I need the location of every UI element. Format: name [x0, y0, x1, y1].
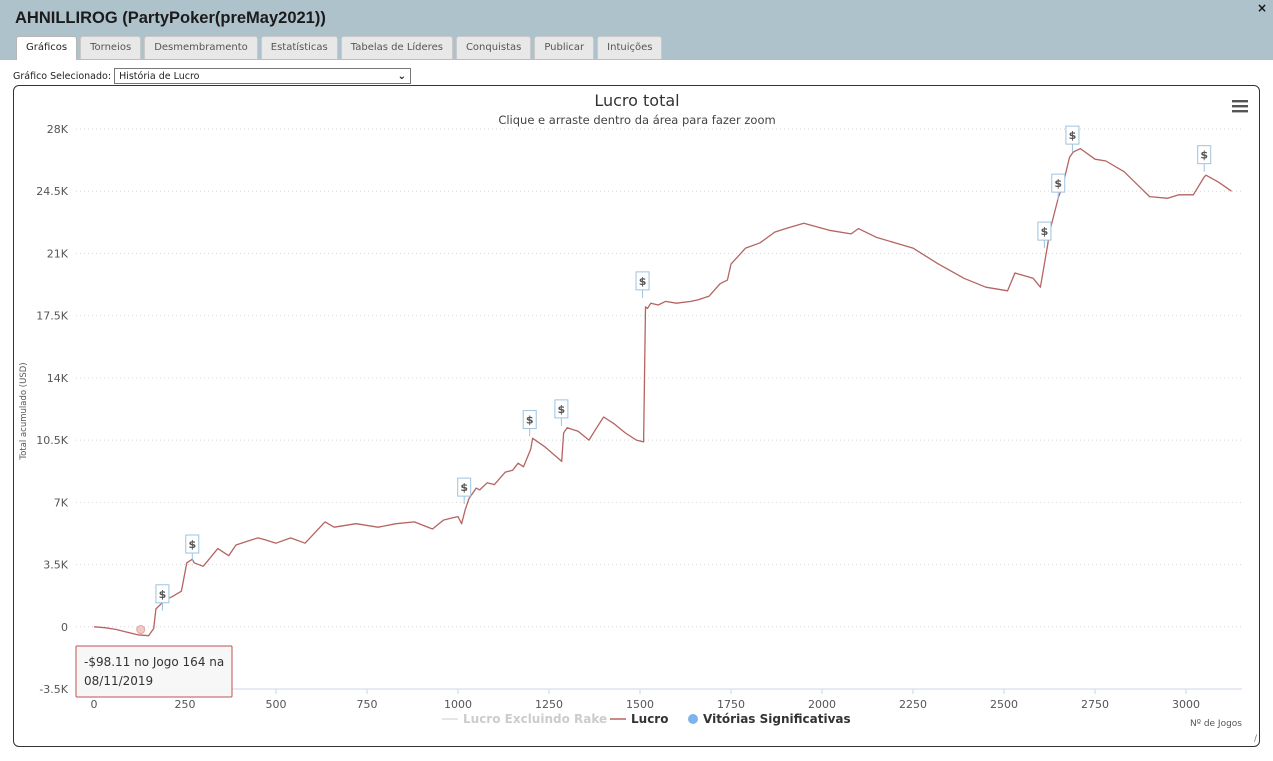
flag-symbol: $ [639, 275, 647, 288]
hover-point [136, 625, 146, 635]
significant-win-flag: $ [554, 399, 569, 426]
significant-win-flag: $ [522, 410, 537, 437]
significant-win-flag: $ [457, 477, 472, 505]
x-tick-label: 1250 [535, 698, 563, 711]
legend-dot-symbol [688, 714, 698, 724]
tab-intuicoes[interactable]: Intuições [597, 36, 663, 59]
y-tick-label: 17.5K [36, 310, 68, 323]
legend-item: Lucro [610, 712, 668, 726]
legend: Lucro Excluindo Rake Lucro Vitórias Signif… [442, 712, 851, 726]
tab-bar: Gráficos Torneios Desmembramento Estatís… [16, 36, 665, 60]
x-tick-label: 250 [175, 698, 196, 711]
x-tick-label: 500 [266, 698, 287, 711]
flag-box [1051, 173, 1066, 193]
x-tick-label: 1000 [444, 698, 472, 711]
chart-container[interactable]: -3.5K 0 3.5K 7K 10.5K 14K 17.5K 21K 24.5K 28K 0 250… [13, 85, 1260, 747]
legend-item: Vitórias Significativas [688, 712, 851, 726]
y-tick-label: -3.5K [39, 683, 68, 696]
grid-lines [76, 128, 1242, 628]
chevron-down-icon: ⌄ [397, 70, 407, 82]
resize-handle-icon[interactable]: ∕ [1253, 734, 1257, 744]
y-tick-label: 3.5K [43, 559, 68, 572]
legend-label: Lucro [631, 712, 668, 726]
chart-text: Lucro total Clique e arraste dentro da á… [19, 91, 1242, 729]
flag-symbol: $ [460, 481, 468, 494]
tab-desmembramento[interactable]: Desmembramento [144, 36, 258, 59]
flag-symbol: $ [526, 414, 534, 427]
flag-box [155, 584, 170, 604]
significant-win-flag: $ [1197, 145, 1212, 172]
tab-torneios[interactable]: Torneios [80, 36, 142, 59]
flag-symbol: $ [1069, 129, 1077, 142]
chart-select-value: História de Lucro [119, 70, 200, 82]
x-tick-label: 2000 [808, 698, 836, 711]
close-icon[interactable]: × [1256, 1, 1267, 15]
x-tick-label: 0 [91, 698, 98, 711]
tooltip-line-2: 08/11/2019 [84, 674, 153, 688]
significant-win-flag: $ [1037, 221, 1052, 249]
tab-conquistas[interactable]: Conquistas [455, 36, 532, 59]
flag-box [1197, 145, 1212, 165]
chart-subtitle: Clique e arraste dentro da área para faz… [498, 113, 775, 127]
tab-tabelas-de-lideres[interactable]: Tabelas de Líderes [340, 36, 453, 59]
flag-box [522, 410, 537, 430]
chart-selector-row: Gráfico Selecionado: História de Lucro ⌄ [13, 68, 412, 84]
flag-box [457, 477, 472, 497]
x-tick-label: 2500 [990, 698, 1018, 711]
significant-win-flag: $ [185, 534, 200, 561]
profit-chart[interactable]: -3.5K 0 3.5K 7K 10.5K 14K 17.5K 21K 24.5K 28K 0 250… [14, 86, 1259, 746]
profit-series-line [93, 147, 1232, 637]
axes: -3.5K 0 3.5K 7K 10.5K 14K 17.5K 21K 24.5K 28K 0 250… [36, 123, 1242, 711]
flag-symbol: $ [1041, 225, 1049, 238]
x-tick-label: 1500 [626, 698, 654, 711]
flag-box [1065, 125, 1080, 145]
significant-win-flag: $ [1065, 125, 1080, 153]
tab-publicar[interactable]: Publicar [534, 36, 595, 59]
flag-box [554, 399, 569, 419]
chart-title: Lucro total [594, 91, 679, 110]
flag-box [635, 271, 650, 291]
chart-select[interactable]: História de Lucro ⌄ [114, 68, 412, 84]
y-tick-label: 7K [54, 496, 69, 509]
y-tick-label: 28K [47, 123, 69, 136]
y-tick-label: 14K [47, 372, 69, 385]
flag-symbol: $ [188, 538, 196, 551]
flag-symbol: $ [159, 588, 167, 601]
tooltip-line-1: -$98.11 no Jogo 164 na [84, 655, 224, 669]
x-tick-label: 3000 [1172, 698, 1200, 711]
y-tick-label: 10.5K [36, 434, 68, 447]
tooltip-box [75, 645, 233, 698]
y-tick-label: 0 [61, 621, 68, 634]
flag-symbol: $ [558, 403, 566, 416]
window-header: AHNILLIROG (PartyPoker(preMay2021)) × Gr… [0, 0, 1273, 60]
y-axis-title: Total acumulado (USD) [19, 362, 29, 460]
x-tick-label: 2250 [899, 698, 927, 711]
y-tick-label: 24.5K [36, 185, 68, 198]
flag-symbol: $ [1054, 177, 1062, 190]
series [93, 147, 1232, 637]
tab-estatisticas[interactable]: Estatísticas [260, 36, 338, 59]
flag-box [185, 534, 200, 554]
legend-label: Lucro Excluindo Rake [463, 712, 607, 726]
significant-win-flag: $ [155, 584, 170, 611]
x-tick-label: 750 [357, 698, 378, 711]
flag-symbol: $ [1200, 149, 1208, 162]
y-tick-label: 21K [47, 247, 69, 260]
legend-item: Lucro Excluindo Rake [442, 712, 607, 726]
legend-label: Vitórias Significativas [703, 712, 851, 726]
significant-wins: $ $ $ $ $ $ $ $ $ $ [155, 125, 1212, 611]
menu-icon[interactable] [1232, 100, 1248, 113]
significant-win-flag: $ [635, 271, 650, 298]
x-tick-label: 2750 [1081, 698, 1109, 711]
tooltip: -$98.11 no Jogo 164 na 08/11/2019 [75, 625, 233, 698]
chart-selector-label: Gráfico Selecionado: [13, 70, 112, 82]
window-title: AHNILLIROG (PartyPoker(preMay2021)) [15, 9, 326, 27]
significant-win-flag: $ [1051, 173, 1066, 201]
x-tick-label: 1750 [717, 698, 745, 711]
x-axis-title: Nº de Jogos [1190, 719, 1242, 729]
flag-box [1037, 221, 1052, 241]
tab-graficos[interactable]: Gráficos [16, 36, 78, 60]
